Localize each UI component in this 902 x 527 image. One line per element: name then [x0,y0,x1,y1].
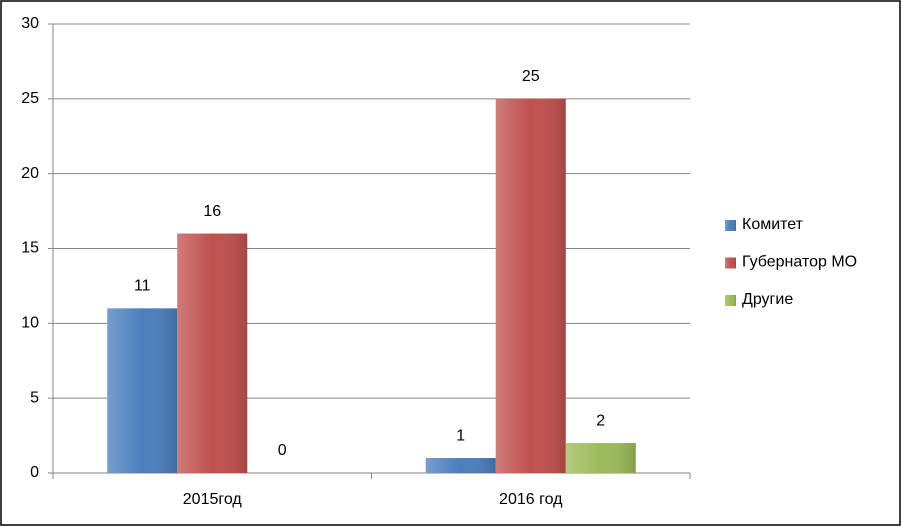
data-label: 0 [278,442,287,459]
legend-swatch-shine [725,295,736,306]
legend-label: Комитет [742,216,804,233]
legend-swatch-shine [725,257,736,269]
legend-label: Губернатор МО [742,254,857,271]
bar [177,233,248,473]
bar [495,98,566,473]
legend-swatch-shine [725,220,736,231]
bar [425,458,496,473]
data-label: 2 [596,412,605,429]
y-tick-label: 15 [21,240,39,257]
legend-label: Другие [742,291,793,308]
data-label: 16 [203,203,221,220]
y-tick-label: 20 [21,165,39,182]
y-tick-label: 30 [21,15,39,32]
data-label: 1 [456,427,465,444]
y-tick-label: 10 [21,315,39,332]
x-tick-label: 2016 год [499,491,563,508]
data-label: 11 [134,278,151,295]
bar [565,443,636,473]
y-tick-label: 0 [30,464,39,481]
x-tick-label: 2015год [183,491,243,508]
bar [107,308,178,473]
data-label: 25 [522,68,540,85]
y-tick-label: 25 [21,90,39,107]
y-tick-label: 5 [30,389,39,406]
